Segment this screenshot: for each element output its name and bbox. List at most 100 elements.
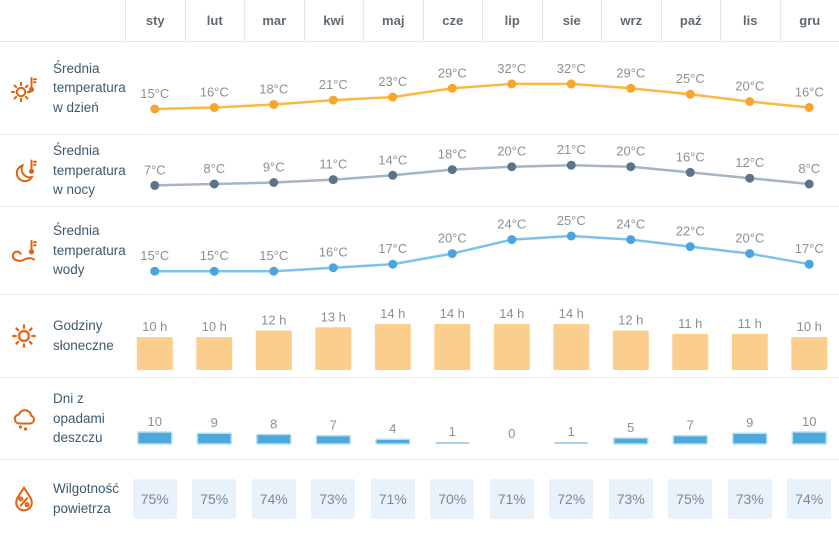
rain-days-value-label: 0 xyxy=(508,426,515,441)
day-temp-point xyxy=(209,103,219,112)
night-temp-value-label: 16°C xyxy=(676,149,705,164)
night-temp-point xyxy=(150,180,160,190)
water-temp-value-label: 24°C xyxy=(497,217,526,232)
water-temp-value-label: 15°C xyxy=(259,248,288,263)
water-temp-point xyxy=(507,235,517,245)
water-temp-point xyxy=(269,266,279,276)
water-temp-point xyxy=(566,231,576,241)
row-rain-days: Dni z opadami deszczu 10 9 8 7 4 1 0 1 5 7 9 10 xyxy=(0,378,839,460)
chip-cell: 75% xyxy=(125,478,185,519)
water-temp-point xyxy=(328,263,338,273)
chip-cell: 74% xyxy=(244,478,304,519)
night-temp-line-chart: 7°C 8°C 9°C 11°C 14°C 18°C 20°C 21°C 20°C 16°C 12°… xyxy=(144,142,820,190)
sun-hours-bar xyxy=(434,324,471,370)
water-temp-value-label: 22°C xyxy=(676,224,705,239)
water-temp-point xyxy=(626,235,636,245)
night-temp-point xyxy=(447,165,457,175)
rain-days-value-label: 1 xyxy=(449,424,456,439)
night-temp-point xyxy=(626,162,636,172)
day-temp-value-label: 15°C xyxy=(140,86,169,101)
water-temp-point xyxy=(745,249,755,259)
water-temp-value-label: 20°C xyxy=(438,231,467,246)
rain-days-bar-chart: 10 9 8 7 4 1 0 1 5 7 9 10 xyxy=(137,414,828,445)
night-temp-chart: 7°C 8°C 9°C 11°C 14°C 18°C 20°C 21°C 20°C 16°C 12°… xyxy=(125,135,839,206)
sun-hours-bar xyxy=(374,324,411,370)
month-header-lut: lut xyxy=(184,0,245,41)
month-header-lip: lip xyxy=(482,0,542,41)
row-label-humidity: Wilgotność powietrza xyxy=(0,460,125,537)
day-temp-value-label: 29°C xyxy=(616,65,645,80)
water-temp-value-label: 17°C xyxy=(378,241,407,256)
chip-cell: 74% xyxy=(780,478,839,519)
sun-hours-bar xyxy=(196,337,233,370)
sun-icon xyxy=(9,321,39,351)
night-temp-value-label: 12°C xyxy=(735,155,764,170)
row-humidity: Wilgotność powietrza 75% 75% 74% 73% 71% 70% 71… xyxy=(0,460,839,537)
sun-hours-value-label: 10 h xyxy=(142,319,167,334)
sun-hours-value-label: 14 h xyxy=(499,306,524,321)
water-temp-chart: 15°C 15°C 15°C 16°C 17°C 20°C 24°C 25°C 24°C 22°C… xyxy=(125,207,839,294)
humidity-value-chip: 73% xyxy=(608,478,653,519)
wave-thermometer-icon xyxy=(9,236,39,266)
humidity-value-chip: 73% xyxy=(727,478,772,519)
row-night-temp: Średnia temperatura w nocy 7°C 8°C 9°C 11°C 1… xyxy=(0,135,839,207)
sun-hours-value-label: 14 h xyxy=(559,306,584,321)
month-header-paź: paź xyxy=(660,0,721,41)
night-temp-point xyxy=(804,179,814,189)
sun-hours-bar xyxy=(612,330,649,370)
sun-hours-bar xyxy=(493,324,530,370)
day-temp-point xyxy=(328,95,338,105)
night-temp-point xyxy=(507,162,517,172)
rain-days-bar xyxy=(791,431,828,445)
night-temp-point xyxy=(388,170,398,180)
day-temp-point xyxy=(507,79,517,89)
row-title-day-temp: Średnia temperatura w dzień xyxy=(53,60,126,115)
day-temp-point xyxy=(566,79,576,89)
day-temp-value-label: 21°C xyxy=(319,77,348,92)
chip-cell: 70% xyxy=(423,478,483,519)
sun-hours-bar xyxy=(315,327,352,370)
rain-days-bar xyxy=(315,434,352,445)
month-header-sie: sie xyxy=(541,0,602,41)
day-temp-series-line xyxy=(154,82,810,111)
chip-cell: 73% xyxy=(720,478,780,519)
rain-days-value-label: 5 xyxy=(627,420,634,435)
day-temp-line-chart: 15°C 16°C 18°C 21°C 23°C 29°C 32°C 32°C 29°C 25°C… xyxy=(140,61,824,114)
sun-hours-value-label: 12 h xyxy=(261,313,286,328)
sun-hours-bar xyxy=(731,333,768,370)
month-header-cze: cze xyxy=(422,0,483,41)
day-temp-point xyxy=(745,97,755,107)
day-temp-point xyxy=(626,83,636,93)
night-temp-series-line xyxy=(154,163,810,187)
rain-days-bar xyxy=(435,442,470,444)
humidity-value-chip: 75% xyxy=(668,478,713,519)
night-temp-value-label: 7°C xyxy=(144,162,166,177)
rain-days-value-label: 9 xyxy=(746,415,753,430)
humidity-value-chip: 70% xyxy=(430,478,475,519)
chip-cell: 73% xyxy=(601,478,661,519)
month-header-wrz: wrz xyxy=(601,0,661,41)
humidity-value-chip: 75% xyxy=(192,478,237,519)
water-temp-value-label: 24°C xyxy=(616,217,645,232)
row-title-humidity: Wilgotność powietrza xyxy=(53,480,120,516)
rain-days-bar xyxy=(554,442,589,444)
row-water-temp: Średnia temperatura wody 15°C 15°C 15°C 16°C… xyxy=(0,207,839,295)
sun-hours-bar xyxy=(553,324,590,370)
chip-cell: 75% xyxy=(661,478,721,519)
chip-cell: 73% xyxy=(304,478,364,519)
row-label-rain-days: Dni z opadami deszczu xyxy=(0,378,125,459)
night-temp-value-label: 20°C xyxy=(497,144,526,159)
rain-days-bar xyxy=(137,431,173,445)
night-temp-point xyxy=(566,160,576,170)
humidity-chart: 75% 75% 74% 73% 71% 70% 71% 72% 73% 75% 73% 74% xyxy=(125,460,839,537)
night-temp-point xyxy=(685,167,695,177)
sun-hours-value-label: 11 h xyxy=(678,316,702,331)
humidity-value-chip: 74% xyxy=(251,478,296,519)
rain-days-value-label: 7 xyxy=(687,418,694,433)
night-temp-point xyxy=(269,178,279,187)
day-temp-value-label: 29°C xyxy=(438,65,467,80)
water-temp-point xyxy=(685,242,695,252)
day-temp-point xyxy=(269,100,279,109)
row-day-temp: Średnia temperatura w dzień 15°C 16°C 18°C 2… xyxy=(0,42,839,135)
day-temp-value-label: 16°C xyxy=(200,85,229,100)
